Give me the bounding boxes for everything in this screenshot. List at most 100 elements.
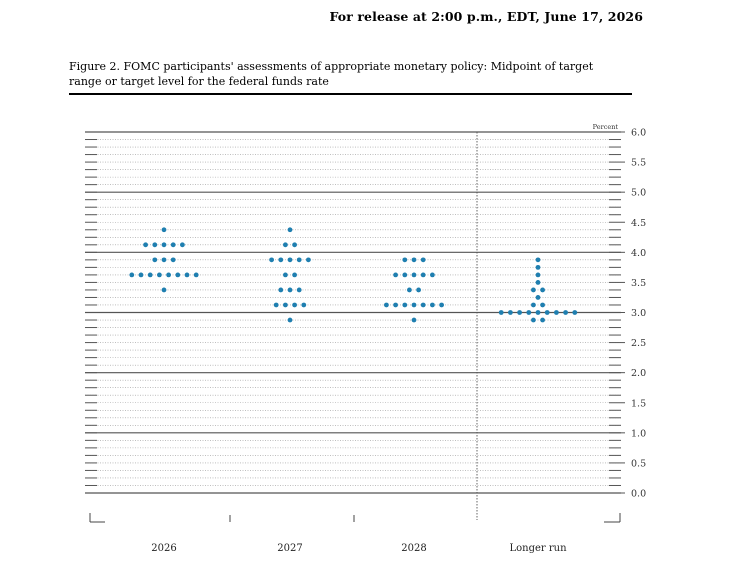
participant-dot xyxy=(283,242,288,248)
participant-dot xyxy=(166,272,172,278)
category-label: Longer run xyxy=(509,543,567,554)
participant-dot xyxy=(292,242,297,248)
participant-dot xyxy=(544,310,550,315)
participant-dot xyxy=(411,272,417,278)
y-tick-label: 4.5 xyxy=(631,218,646,229)
participant-dot xyxy=(283,302,288,308)
participant-dot xyxy=(138,272,144,278)
participant-dot xyxy=(283,272,288,278)
category-label: 2028 xyxy=(401,543,426,554)
participant-dot xyxy=(402,302,408,308)
y-tick-label: 6.0 xyxy=(631,128,646,139)
participant-dot xyxy=(278,287,284,293)
participant-dot xyxy=(402,272,408,278)
participant-dot xyxy=(420,272,426,278)
participant-dot xyxy=(531,287,536,293)
title-rule xyxy=(69,93,632,95)
participant-dot xyxy=(287,227,293,233)
participant-dot xyxy=(287,257,293,263)
participant-dot xyxy=(498,310,504,315)
y-tick-label: 2.5 xyxy=(631,338,646,349)
participant-dot xyxy=(517,310,522,315)
participant-dot xyxy=(535,295,541,300)
participant-dot xyxy=(161,227,167,233)
participant-dot xyxy=(407,287,412,293)
category-label: 2027 xyxy=(277,543,302,554)
participant-dot xyxy=(535,272,541,278)
participant-dot xyxy=(531,317,536,323)
participant-dot xyxy=(540,317,545,323)
participant-dot xyxy=(540,302,545,308)
participant-dot xyxy=(301,302,307,308)
participant-dot xyxy=(287,317,293,323)
participant-dot xyxy=(384,302,389,308)
participant-dot xyxy=(430,272,435,278)
participant-dot xyxy=(296,287,302,293)
participant-dot xyxy=(157,272,162,278)
participant-dot xyxy=(278,257,284,263)
y-tick-label: 4.0 xyxy=(631,248,646,259)
participant-dot xyxy=(152,242,158,248)
participant-dot xyxy=(393,272,398,278)
grid-layer xyxy=(85,131,625,494)
y-tick-label: 5.5 xyxy=(631,158,646,169)
participant-dot xyxy=(439,302,444,308)
y-tick-label: 2.0 xyxy=(631,368,646,379)
participant-dot xyxy=(292,272,297,278)
participant-dot xyxy=(161,257,167,263)
participant-dot xyxy=(129,272,135,278)
dot-layer xyxy=(129,227,578,323)
participant-dot xyxy=(273,302,279,308)
y-tick-label: 3.0 xyxy=(631,308,646,319)
participant-dot xyxy=(535,257,541,263)
participant-dot xyxy=(411,302,417,308)
y-tick-label: 3.5 xyxy=(631,278,646,289)
participant-dot xyxy=(292,302,297,308)
participant-dot xyxy=(420,257,426,263)
participant-dot xyxy=(175,272,181,278)
participant-dot xyxy=(193,272,199,278)
participant-dot xyxy=(572,310,578,315)
y-tick-label: 0.5 xyxy=(631,458,646,469)
participant-dot xyxy=(430,302,435,308)
participant-dot xyxy=(531,302,536,308)
participant-dot xyxy=(287,287,293,293)
participant-dot xyxy=(554,310,559,315)
participant-dot xyxy=(306,257,311,263)
participant-dot xyxy=(411,257,417,263)
participant-dot xyxy=(170,242,176,248)
y-tick-label: 5.0 xyxy=(631,188,646,199)
participant-dot xyxy=(180,242,185,248)
participant-dot xyxy=(143,242,149,248)
participant-dot xyxy=(535,264,541,270)
participant-dot xyxy=(161,287,167,293)
participant-dot xyxy=(269,257,274,263)
participant-dot xyxy=(152,257,158,263)
participant-dot xyxy=(526,310,532,315)
participant-dot xyxy=(535,310,541,315)
figure-title: Figure 2. FOMC participants' assessments… xyxy=(69,60,594,88)
participant-dot xyxy=(147,272,153,278)
participant-dot xyxy=(393,302,398,308)
label-layer: Percent 6.0 5.5 5.0 4.5 4.0 3.5 3.0 2.5 2.0 1.5 1.0… xyxy=(151,123,646,554)
release-date-text: For release at 2:00 p.m., EDT, June 17, … xyxy=(329,9,643,24)
participant-dot xyxy=(184,272,190,278)
frame-layer xyxy=(89,132,621,523)
participant-dot xyxy=(540,287,545,293)
y-tick-label: 1.0 xyxy=(631,428,646,439)
category-label: 2026 xyxy=(151,543,176,554)
participant-dot xyxy=(563,310,568,315)
participant-dot xyxy=(416,287,421,293)
participant-dot xyxy=(170,257,176,263)
participant-dot xyxy=(420,302,426,308)
participant-dot xyxy=(402,257,408,263)
participant-dot xyxy=(535,280,541,285)
participant-dot xyxy=(411,317,417,323)
participant-dot xyxy=(296,257,302,263)
y-tick-label: 0.0 xyxy=(631,489,646,500)
participant-dot xyxy=(161,242,167,248)
y-tick-label: 1.5 xyxy=(631,398,646,409)
unit-label: Percent xyxy=(593,123,619,131)
participant-dot xyxy=(508,310,513,315)
